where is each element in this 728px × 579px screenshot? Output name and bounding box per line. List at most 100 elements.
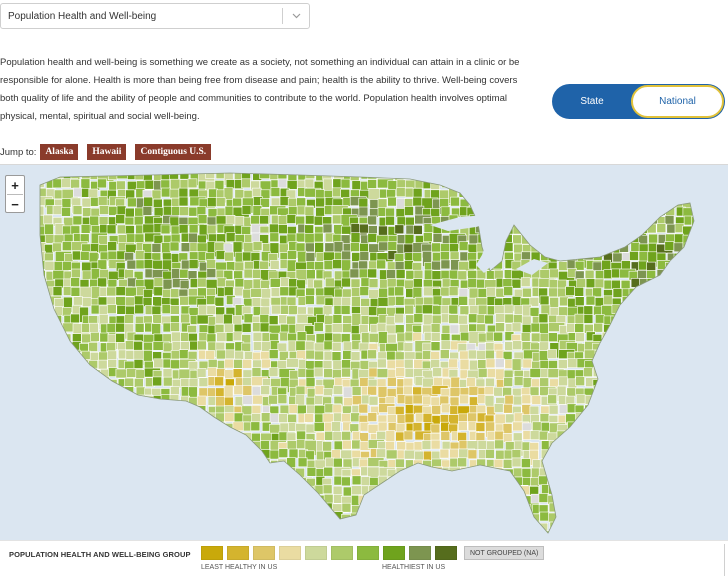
county-cell[interactable] [521,520,539,531]
county-cell[interactable] [387,170,398,180]
county-cell[interactable] [640,288,650,304]
county-cell[interactable] [54,298,64,308]
county-cell[interactable] [558,495,569,511]
county-cell[interactable] [341,502,352,513]
county-cell[interactable] [423,466,434,483]
county-cell[interactable] [584,197,595,208]
county-cell[interactable] [160,520,171,531]
county-cell[interactable] [475,198,493,209]
county-cell[interactable] [512,395,523,406]
county-cell[interactable] [233,467,251,484]
county-cell[interactable] [386,388,397,398]
county-cell[interactable] [45,430,56,440]
county-cell[interactable] [53,431,63,448]
county-cell[interactable] [457,171,468,180]
county-cell[interactable] [556,439,567,450]
county-cell[interactable] [646,521,656,532]
county-cell[interactable] [260,520,278,531]
county-cell[interactable] [180,242,191,252]
county-cell[interactable] [404,368,415,378]
county-cell[interactable] [673,396,684,406]
county-cell[interactable] [628,404,639,414]
county-cell[interactable] [234,216,245,226]
county-cell[interactable] [548,404,559,415]
county-cell[interactable] [511,521,522,532]
county-cell[interactable] [44,333,55,344]
county-cell[interactable] [223,520,234,530]
county-cell[interactable] [45,459,55,476]
county-cell[interactable] [439,448,450,459]
county-cell[interactable] [412,196,423,207]
county-cell[interactable] [467,171,485,187]
county-cell[interactable] [431,242,442,253]
county-cell[interactable] [385,502,403,513]
county-cell[interactable] [315,197,325,208]
county-cell[interactable] [683,251,694,261]
county-cell[interactable] [90,376,108,386]
county-cell[interactable] [332,259,343,269]
county-cell[interactable] [197,440,215,451]
county-cell[interactable] [169,459,187,470]
county-cell[interactable] [351,475,362,486]
county-cell[interactable] [44,475,55,485]
county-cell[interactable] [197,486,208,497]
county-cell[interactable] [619,475,630,492]
county-cell[interactable] [44,520,55,531]
county-cell[interactable] [495,196,513,207]
county-cell[interactable] [521,315,532,326]
county-cell[interactable] [637,457,648,468]
county-cell[interactable] [513,216,524,227]
county-cell[interactable] [43,172,54,182]
county-cell[interactable] [603,180,614,191]
county-cell[interactable] [324,277,335,288]
county-cell[interactable] [369,199,380,209]
county-cell[interactable] [495,207,505,217]
county-cell[interactable] [70,457,88,468]
county-cell[interactable] [539,511,550,522]
county-cell[interactable] [674,172,685,182]
county-cell[interactable] [179,206,189,216]
county-cell[interactable] [621,404,639,415]
county-cell[interactable] [612,224,630,234]
county-cell[interactable] [674,331,685,342]
county-cell[interactable] [692,413,702,423]
county-cell[interactable] [125,520,135,531]
county-cell[interactable] [134,448,145,459]
county-cell[interactable] [692,316,702,326]
county-cell[interactable] [196,475,207,485]
county-cell[interactable] [216,513,227,523]
county-cell[interactable] [531,234,548,244]
county-cell[interactable] [187,502,198,513]
county-cell[interactable] [504,313,515,324]
county-cell[interactable] [646,341,664,351]
county-cell[interactable] [601,397,611,407]
county-cell[interactable] [413,269,424,280]
county-cell[interactable] [567,421,577,432]
county-cell[interactable] [233,432,244,443]
county-cell[interactable] [584,503,595,514]
county-cell[interactable] [566,323,577,333]
county-cell[interactable] [583,314,594,324]
county-cell[interactable] [286,315,296,326]
county-cell[interactable] [575,180,585,191]
county-cell[interactable] [151,189,162,200]
county-cell[interactable] [639,358,657,369]
county-cell[interactable] [125,494,136,505]
county-cell[interactable] [494,502,504,513]
county-cell[interactable] [567,223,585,233]
county-cell[interactable] [538,430,549,441]
county-cell[interactable] [612,448,630,459]
county-cell[interactable] [314,484,325,495]
county-cell[interactable] [684,242,701,259]
county-cell[interactable] [125,296,135,307]
county-cell[interactable] [125,305,135,316]
county-cell[interactable] [97,424,108,434]
county-cell[interactable] [674,315,692,325]
county-cell[interactable] [367,233,378,243]
county-cell[interactable] [495,234,505,244]
county-cell[interactable] [250,252,261,262]
county-cell[interactable] [558,404,569,414]
county-cell[interactable] [277,342,288,353]
county-cell[interactable] [179,512,189,529]
county-cell[interactable] [413,487,424,497]
